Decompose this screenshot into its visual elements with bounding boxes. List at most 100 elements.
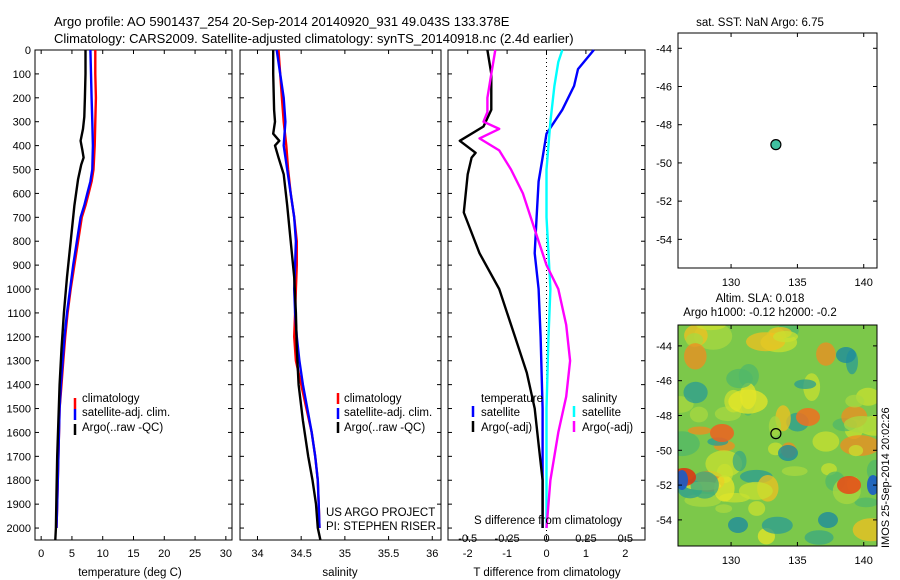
series-line-p3-2 (545, 49, 564, 528)
depth-tick-label: 700 (13, 212, 31, 224)
sla-map-panel: Altim. SLA: 0.018 Argo h1000: -0.12 h200… (656, 293, 878, 567)
map-frame (677, 324, 878, 547)
depth-tick-label: 1800 (7, 475, 31, 487)
legend-argo: Argo(..raw -QC) (82, 422, 163, 434)
depth-tick-label: 400 (13, 141, 31, 153)
s-tick-label: 0 (543, 533, 549, 545)
x-tick-label: 35.5 (378, 548, 399, 560)
x-tick-label: 1 (583, 548, 589, 560)
depth-tick-label: 500 (13, 165, 31, 177)
map-y-tick-label: -46 (656, 81, 672, 93)
t-diff-xlabel: T difference from climatology (473, 567, 620, 579)
legend-climatology-2: climatology (344, 393, 402, 405)
s-tick-label: 0.5 (618, 533, 633, 545)
map-y-tick-label: -48 (656, 120, 672, 132)
map-x-tick-label: 130 (722, 555, 740, 567)
series-line-p3-3 (478, 49, 572, 529)
legend-s-argo: Argo(-adj) (582, 422, 633, 434)
x-tick-label: 2 (622, 548, 628, 560)
depth-tick-label: 1600 (7, 427, 31, 439)
map-y-tick-label: -52 (656, 480, 672, 492)
depth-tick-label: 1500 (7, 404, 31, 416)
series-line-p1-2 (54, 50, 87, 541)
depth-tick-label: 1400 (7, 380, 31, 392)
map-x-tick-label: 140 (855, 555, 873, 567)
series-line-p2-2 (272, 50, 322, 541)
legend-s-satellite: satellite (582, 407, 621, 419)
depth-tick-label: 600 (13, 188, 31, 200)
x-tick-label: 15 (127, 548, 139, 560)
legend-t-satellite: satellite (481, 407, 520, 419)
sla-map-title-2: Argo h1000: -0.12 h2000: -0.2 (683, 307, 836, 319)
map-y-tick-label: -50 (656, 158, 672, 170)
temperature-xlabel: temperature (deg C) (78, 567, 182, 579)
legend-temperature-header: temperature (481, 393, 543, 405)
float-position-marker (770, 139, 782, 151)
map-y-tick-label: -46 (656, 376, 672, 388)
map-y-tick-label: -54 (656, 234, 672, 246)
title-line-1: Argo profile: AO 5901437_254 20-Sep-2014… (54, 14, 510, 29)
salinity-legend: climatology satellite-adj. clim. Argo(..… (336, 393, 432, 434)
salinity-xlabel: salinity (322, 567, 357, 579)
temperature-legend: climatology satellite-adj. clim. Argo(..… (73, 393, 170, 435)
legend-satellite-adj-2: satellite-adj. clim. (344, 407, 432, 419)
x-tick-label: -1 (502, 548, 512, 560)
salinity-panel: 34 34.5 35 35.5 36 salinity climatology sate… (239, 49, 442, 579)
legend-salinity-header: salinity (582, 393, 617, 405)
sst-map-panel: sat. SST: NaN Argo: 6.75 130 135 140 -44 -46… (656, 17, 878, 289)
x-tick-label: 0 (543, 548, 549, 560)
depth-tick-label: 1200 (7, 332, 31, 344)
project-line-1: US ARGO PROJECT (326, 507, 435, 519)
x-tick-label: -2 (463, 548, 473, 560)
map-x-tick-label: 140 (855, 277, 873, 289)
float-position-marker (770, 428, 782, 440)
title-line-2: Climatology: CARS2009. Satellite-adjuste… (54, 31, 574, 46)
x-tick-label: 35 (339, 548, 351, 560)
difference-legend: temperature satellite Argo(-adj) salinit… (471, 393, 633, 434)
s-tick-label: 0.25 (575, 533, 596, 545)
legend-argo-2: Argo(..raw -QC) (344, 422, 425, 434)
x-tick-label: 34.5 (290, 548, 311, 560)
map-y-tick-label: -54 (656, 515, 672, 527)
map-frame (677, 32, 878, 269)
sst-map-title: sat. SST: NaN Argo: 6.75 (696, 17, 824, 29)
map-y-tick-label: -44 (656, 341, 672, 353)
map-x-tick-label: 135 (788, 277, 806, 289)
x-tick-label: 5 (69, 548, 75, 560)
depth-tick-label: 1300 (7, 356, 31, 368)
depth-tick-label: 1700 (7, 451, 31, 463)
depth-tick-label: 300 (13, 117, 31, 129)
map-y-tick-label: -48 (656, 410, 672, 422)
depth-tick-label: 800 (13, 236, 31, 248)
depth-tick-label: 0 (25, 45, 31, 57)
depth-tick-label: 1100 (7, 308, 31, 320)
depth-tick-label: 900 (13, 260, 31, 272)
legend-satellite-adj: satellite-adj. clim. (82, 407, 170, 419)
x-tick-label: 36 (426, 548, 438, 560)
map-x-tick-label: 135 (788, 555, 806, 567)
sla-heatmap (678, 325, 877, 546)
x-tick-label: 20 (158, 548, 170, 560)
x-tick-label: 30 (220, 548, 232, 560)
sla-map-title-1: Altim. SLA: 0.018 (716, 293, 805, 305)
difference-panel: -2 -1 0 1 2 -0.5 -0.25 0 0.25 0.5 T difference fr… (447, 49, 646, 579)
x-tick-label: 0 (38, 548, 44, 560)
map-x-tick-label: 130 (722, 277, 740, 289)
map-y-tick-label: -52 (656, 196, 672, 208)
imos-stamp: IMOS 25-Sep-2014 20:02:26 (880, 407, 892, 548)
x-tick-label: 34 (251, 548, 263, 560)
depth-tick-label: 200 (13, 93, 31, 105)
series-line-p1-0 (55, 50, 98, 529)
map-y-tick-label: -44 (656, 43, 672, 55)
s-tick-label: -0.5 (458, 533, 477, 545)
depth-tick-label: 100 (13, 69, 31, 81)
series-line-p1-1 (55, 49, 95, 529)
x-tick-label: 25 (189, 548, 201, 560)
s-tick-label: -0.25 (495, 533, 520, 545)
legend-t-argo: Argo(-adj) (481, 422, 532, 434)
series-line-p3-1 (458, 49, 544, 528)
x-tick-label: 10 (97, 548, 109, 560)
s-diff-xlabel: S difference from climatology (474, 515, 622, 527)
temperature-panel: 0 5 10 15 20 25 300100200300400500600700800900… (7, 45, 233, 579)
